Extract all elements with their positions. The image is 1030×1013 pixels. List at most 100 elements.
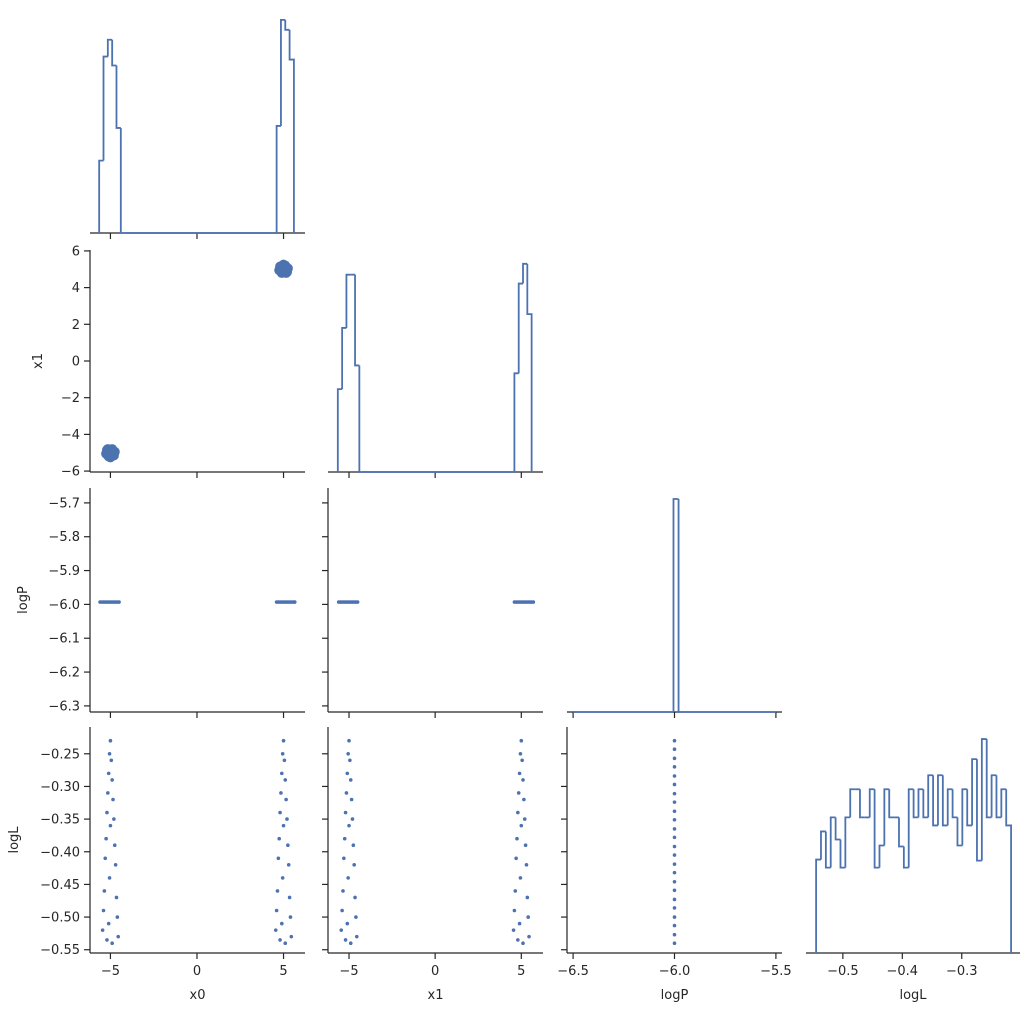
scatter-point bbox=[278, 810, 282, 815]
y-tick-label: −5.9 bbox=[48, 564, 80, 579]
scatter-point bbox=[343, 938, 348, 942]
histogram-bin bbox=[859, 789, 865, 819]
y-tick-label: −0.50 bbox=[40, 911, 80, 926]
histogram-bin bbox=[98, 159, 104, 233]
scatter-point bbox=[116, 934, 121, 939]
x-tick-label: −0.4 bbox=[887, 964, 919, 979]
scatter-point bbox=[112, 843, 117, 848]
scatter-point bbox=[278, 938, 282, 942]
histogram-bin bbox=[1005, 789, 1012, 953]
scatter-point bbox=[516, 938, 520, 942]
scatter-point bbox=[110, 941, 114, 946]
histogram-bin bbox=[354, 274, 360, 367]
y-tick-label: 4 bbox=[72, 281, 80, 296]
scatter-point bbox=[113, 863, 118, 867]
scatter-point bbox=[289, 934, 294, 939]
y-tick-label: −0.25 bbox=[40, 747, 80, 762]
histogram-bin bbox=[358, 365, 364, 473]
scatter-point bbox=[276, 856, 281, 861]
scatter-point bbox=[274, 908, 279, 913]
scatter-point bbox=[672, 809, 677, 814]
scatter-point bbox=[521, 941, 525, 946]
scatter-point bbox=[672, 817, 677, 822]
scatter-point bbox=[672, 800, 677, 804]
scatter-point bbox=[672, 844, 677, 849]
scatter-point bbox=[672, 915, 677, 919]
scatter-point bbox=[672, 853, 677, 857]
scatter-point bbox=[672, 888, 677, 893]
scatter-point bbox=[105, 810, 109, 815]
y-tick-label: −0.40 bbox=[40, 845, 80, 860]
scatter-point bbox=[349, 797, 354, 802]
scatter-point bbox=[522, 797, 526, 802]
scatter-point bbox=[286, 863, 291, 867]
y-tick-label: −6.2 bbox=[48, 666, 80, 681]
y-axis-label: logP bbox=[16, 586, 31, 614]
scatter-point bbox=[106, 921, 111, 926]
histogram-bin bbox=[280, 19, 286, 126]
x-tick-label: −0.5 bbox=[827, 964, 859, 979]
histogram-bin bbox=[898, 817, 904, 848]
histogram-bin bbox=[990, 774, 997, 818]
histogram-bin bbox=[888, 789, 895, 819]
scatter-point bbox=[103, 856, 108, 861]
scatter-point bbox=[286, 843, 290, 848]
scatter-point bbox=[105, 938, 109, 942]
histogram-bin bbox=[951, 789, 958, 819]
x-axis-label: x1 bbox=[428, 988, 444, 1003]
scatter-point bbox=[100, 928, 105, 932]
scatter-point bbox=[517, 921, 522, 926]
scatter-point bbox=[275, 889, 280, 893]
scatter-point bbox=[342, 836, 347, 841]
scatter-point bbox=[343, 810, 348, 815]
scatter-point bbox=[280, 921, 284, 926]
scatter-point bbox=[106, 771, 111, 776]
scatter-point bbox=[287, 895, 292, 900]
scatter-point bbox=[108, 823, 113, 828]
scatter-point bbox=[109, 758, 114, 763]
scatter-point bbox=[342, 856, 346, 861]
y-tick-label: 2 bbox=[72, 318, 80, 333]
histogram-bin bbox=[824, 831, 831, 869]
x-axis-label: x0 bbox=[190, 988, 206, 1003]
scatter-point bbox=[672, 782, 677, 787]
x-axis-label: logL bbox=[899, 988, 927, 1003]
x-tick-label: 0 bbox=[431, 964, 439, 979]
scatter-point bbox=[672, 880, 677, 884]
scatter-point bbox=[107, 876, 112, 880]
scatter-point bbox=[354, 915, 358, 919]
y-tick-label: −4 bbox=[61, 428, 80, 443]
histogram-bin bbox=[275, 125, 281, 233]
scatter-point bbox=[339, 928, 344, 932]
scatter-point bbox=[280, 876, 285, 880]
scatter-point bbox=[526, 915, 530, 919]
histogram-bin bbox=[844, 816, 851, 868]
scatter-point bbox=[524, 863, 529, 867]
histogram-bin bbox=[522, 262, 528, 284]
scatter-point bbox=[672, 870, 677, 875]
scatter-point bbox=[106, 448, 117, 459]
y-axis-label: x1 bbox=[31, 353, 46, 369]
scatter-point bbox=[516, 791, 521, 795]
histogram-bin bbox=[111, 39, 117, 67]
scatter-point bbox=[117, 600, 121, 604]
x-tick-label: 5 bbox=[279, 964, 287, 979]
histogram-bin bbox=[902, 846, 909, 869]
histogram-bin bbox=[956, 817, 963, 847]
y-tick-label: −0.45 bbox=[40, 878, 80, 893]
histogram-bin bbox=[917, 788, 924, 818]
x-tick-label: −6.0 bbox=[659, 964, 691, 979]
scatter-point bbox=[279, 791, 283, 795]
y-tick-label: 6 bbox=[72, 244, 80, 259]
histogram-bin bbox=[941, 775, 948, 827]
histogram-bin bbox=[284, 19, 290, 31]
y-tick-label: −6.0 bbox=[48, 598, 80, 613]
histogram-bin bbox=[927, 774, 934, 818]
scatter-point bbox=[672, 932, 677, 937]
histogram-bin bbox=[878, 844, 885, 868]
scatter-point bbox=[108, 738, 113, 743]
scatter-point bbox=[348, 941, 353, 946]
scatter-point bbox=[519, 738, 524, 743]
